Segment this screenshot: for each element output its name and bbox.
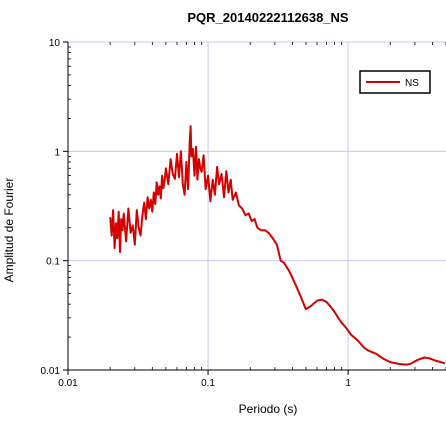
y-axis-label: Amplitud de Fourier (2, 178, 16, 283)
legend-label-ns: NS (405, 78, 419, 89)
x-tick-label: 0.1 (201, 378, 215, 389)
series-line-ns (109, 125, 446, 366)
y-tick-label: 10 (49, 38, 61, 49)
grid-lines (68, 41, 446, 370)
y-tick-label: 1 (54, 147, 60, 158)
tick-labels: 0.01 0.1 1 0.01 0.1 1 10 (41, 38, 352, 389)
x-tick-label: 1 (345, 378, 351, 389)
y-tick-label: 0.1 (46, 257, 60, 268)
x-tick-label: 0.01 (58, 378, 78, 389)
x-axis-label: Periodo (s) (239, 402, 298, 416)
chart-title: PQR_20140222112638_NS (187, 10, 349, 25)
legend: NS (359, 70, 431, 94)
y-tick-label: 0.01 (41, 366, 61, 377)
